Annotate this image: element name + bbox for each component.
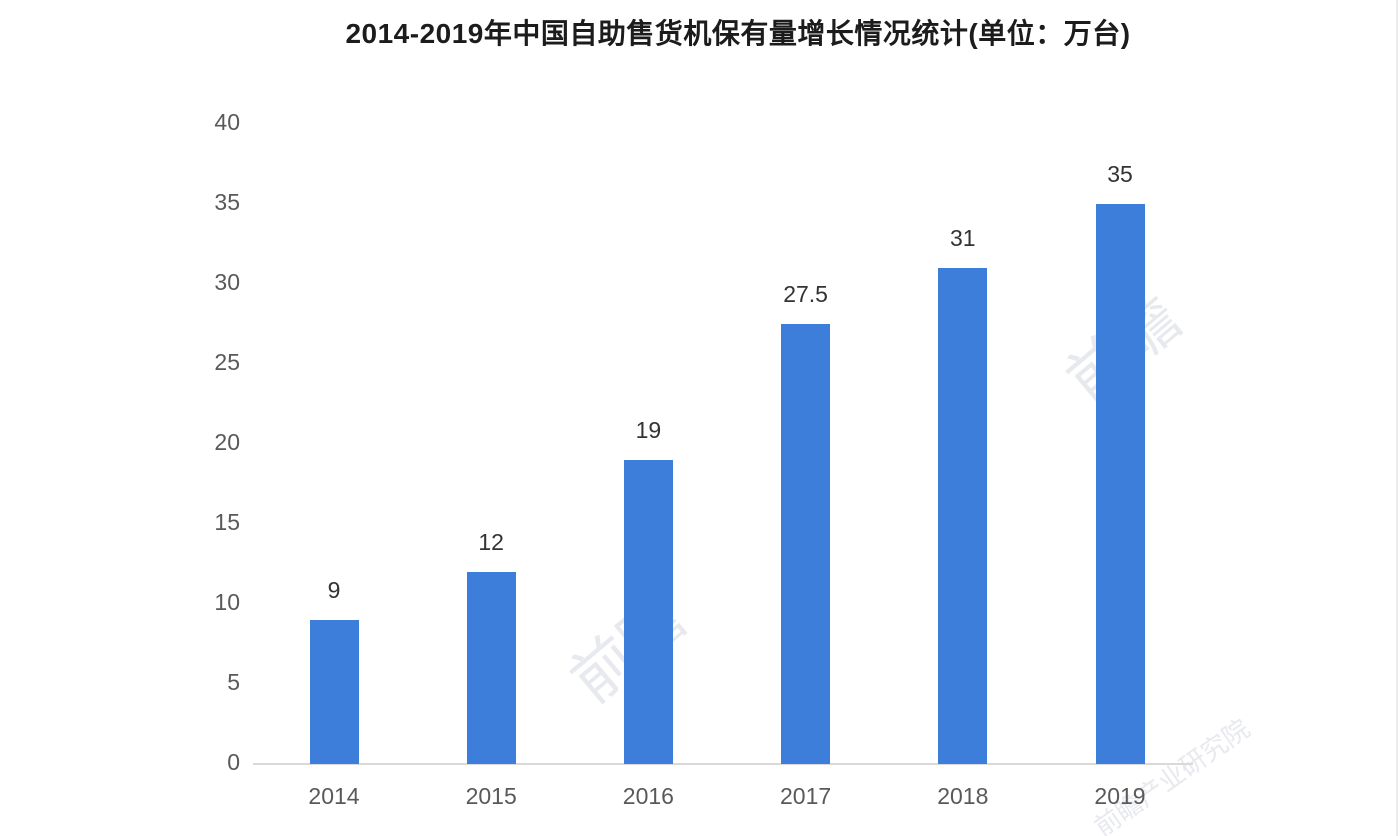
y-axis-tick-label: 0 <box>227 749 240 775</box>
bar-value-label: 12 <box>478 529 504 555</box>
x-axis-tick-label: 2014 <box>308 783 360 809</box>
y-axis-tick-label: 25 <box>214 349 240 375</box>
y-axis-tick-label: 10 <box>214 589 240 615</box>
x-axis-tick-label: 2017 <box>780 783 832 809</box>
x-axis-tick-label: 2016 <box>622 783 674 809</box>
bar <box>466 572 516 764</box>
bar <box>309 620 359 764</box>
bar-value-label: 35 <box>1107 161 1133 187</box>
y-axis-tick-label: 30 <box>214 269 240 295</box>
right-edge-divider <box>1396 0 1398 836</box>
y-axis-tick-label: 20 <box>214 429 240 455</box>
x-axis-line <box>253 763 1193 765</box>
bar-value-label: 9 <box>327 577 341 603</box>
bar <box>1095 204 1145 764</box>
bar-value-label: 27.5 <box>783 281 828 307</box>
bar-value-label: 19 <box>635 417 662 443</box>
x-axis-tick-label: 2019 <box>1094 783 1146 809</box>
chart-title: 2014-2019年中国自助售货机保有量增长情况统计(单位：万台) <box>345 18 1131 49</box>
bar <box>781 324 831 764</box>
bar <box>623 460 673 764</box>
y-axis-tick-label: 15 <box>214 509 240 535</box>
bar-value-label: 31 <box>950 225 976 251</box>
y-axis-tick-label: 5 <box>227 669 240 695</box>
y-axis-tick-label: 40 <box>214 109 240 135</box>
x-axis-tick-label: 2018 <box>937 783 989 809</box>
y-axis-tick-label: 35 <box>214 189 240 215</box>
x-axis-tick-label: 2015 <box>465 783 517 809</box>
bar <box>938 268 988 764</box>
